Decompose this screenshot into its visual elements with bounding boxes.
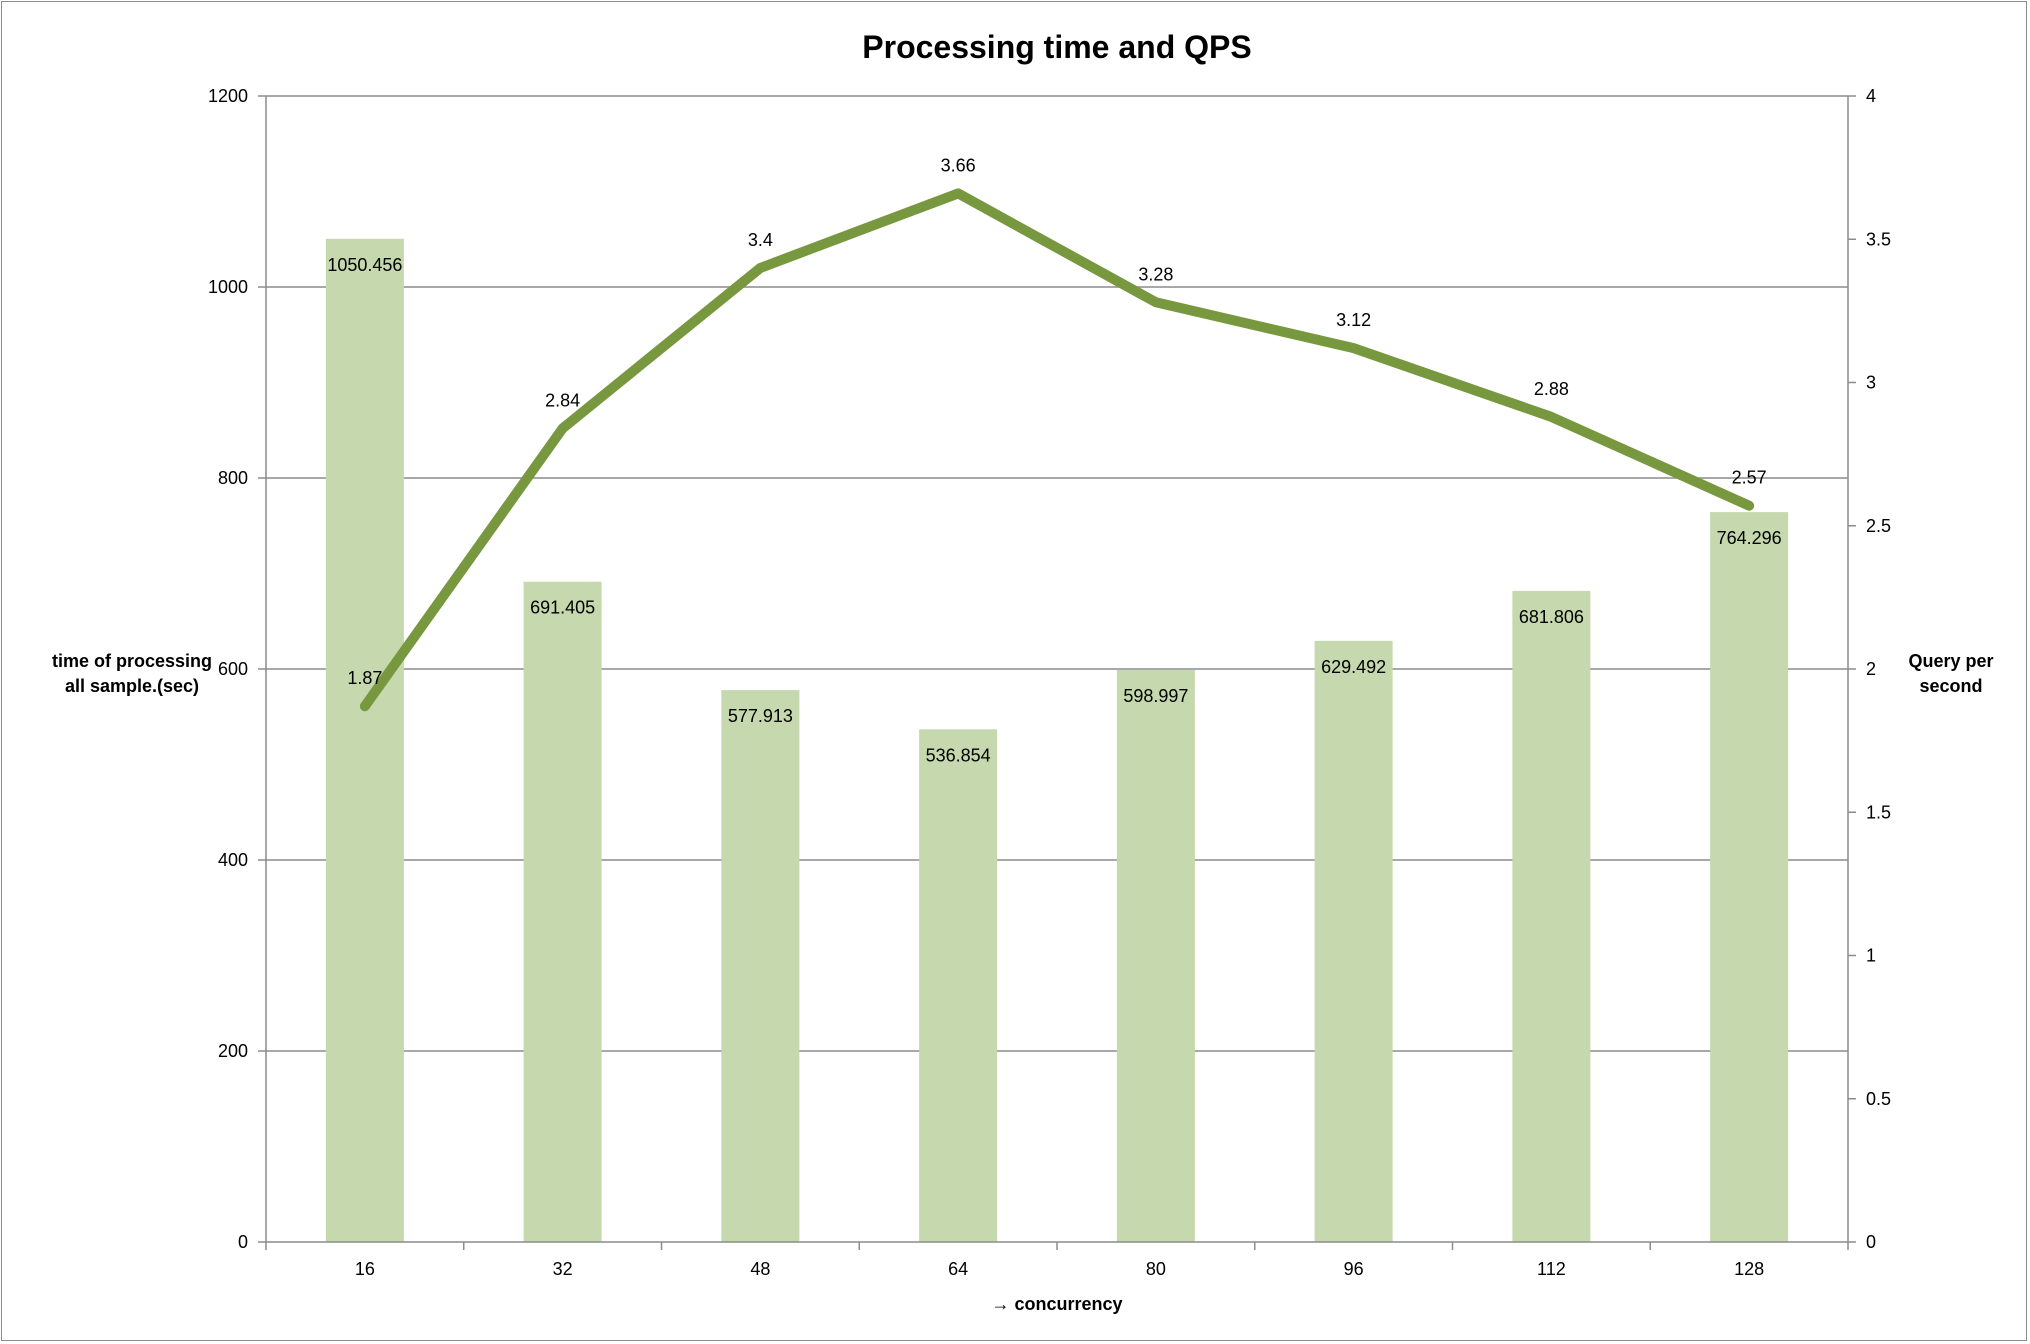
y2-tick-label: 4 [1866, 86, 1876, 106]
bar-data-label: 536.854 [926, 745, 991, 765]
y-tick-label: 200 [218, 1041, 248, 1061]
bar-series [325, 238, 1789, 1242]
line-data-label: 3.4 [748, 230, 773, 250]
x-tick-label: 48 [750, 1259, 770, 1279]
y2-tick-label: 3.5 [1866, 229, 1891, 249]
line-data-label: 2.84 [545, 390, 580, 410]
bar [1314, 640, 1393, 1242]
line-data-label: 3.66 [941, 155, 976, 175]
x-tick-label: 128 [1734, 1259, 1764, 1279]
line-data-label: 3.12 [1336, 310, 1371, 330]
qps-point [1550, 415, 1553, 418]
bar-data-label: 577.913 [728, 706, 793, 726]
y2-axis-label: Query per [1908, 651, 1993, 671]
bar-data-label: 681.806 [1519, 607, 1584, 627]
y2-tick-label: 2 [1866, 659, 1876, 679]
y-tick-label: 1200 [208, 86, 248, 106]
qps-point [957, 192, 960, 195]
bar [1116, 669, 1195, 1242]
bar [919, 729, 998, 1242]
line-data-label: 2.57 [1732, 468, 1767, 488]
y2-tick-label: 3 [1866, 373, 1876, 393]
qps-point [561, 427, 564, 430]
bar [721, 690, 800, 1242]
y2-tick-label: 1.5 [1866, 802, 1891, 822]
bar-data-label: 691.405 [530, 598, 595, 618]
x-tick-label: 80 [1146, 1259, 1166, 1279]
chart-title: Processing time and QPS [862, 29, 1251, 65]
y-tick-label: 1000 [208, 277, 248, 297]
y-axis-label: all sample.(sec) [65, 676, 199, 696]
y-tick-label: 0 [238, 1232, 248, 1252]
qps-point [1748, 504, 1751, 507]
x-axis-label: → concurrency [991, 1294, 1122, 1314]
x-tick-label: 32 [553, 1259, 573, 1279]
bar [1512, 590, 1591, 1242]
qps-point [363, 705, 366, 708]
bar-data-label: 629.492 [1321, 657, 1386, 677]
bar [523, 581, 602, 1242]
x-tick-label: 16 [355, 1259, 375, 1279]
y-tick-label: 800 [218, 468, 248, 488]
line-data-label: 3.28 [1138, 264, 1173, 284]
axis-text: 0 200 400 600 800 1000 1200 0 0.5 1 1.5 2 2.5 3 3.5 4 16… [52, 29, 1994, 1314]
y2-axis-label: second [1919, 676, 1982, 696]
y2-tick-label: 2.5 [1866, 516, 1891, 536]
line-series [359, 188, 1755, 712]
x-tick-label: 96 [1344, 1259, 1364, 1279]
x-tick-label: 64 [948, 1259, 968, 1279]
qps-point [1352, 347, 1355, 350]
qps-line [359, 188, 1755, 712]
y2-tick-label: 1 [1866, 946, 1876, 966]
bar-data-label: 1050.456 [327, 255, 402, 275]
gridlines [266, 95, 1848, 1052]
bar [1710, 512, 1789, 1242]
data-labels: 1050.456 691.405 577.913 536.854 598.997 629.… [327, 155, 1781, 765]
y2-tick-label: 0 [1866, 1232, 1876, 1252]
qps-point [759, 266, 762, 269]
y2-tick-label: 0.5 [1866, 1089, 1891, 1109]
y-tick-label: 400 [218, 850, 248, 870]
line-data-label: 1.87 [347, 668, 382, 688]
bar-data-label: 598.997 [1123, 686, 1188, 706]
y-tick-label: 600 [218, 659, 248, 679]
y-axis-label: time of processing [52, 651, 212, 671]
line-data-label: 2.88 [1534, 379, 1569, 399]
bar [325, 238, 404, 1242]
axes [258, 95, 1856, 1250]
x-tick-label: 112 [1537, 1259, 1566, 1279]
qps-point [1154, 301, 1157, 304]
bar-data-label: 764.296 [1717, 528, 1782, 548]
